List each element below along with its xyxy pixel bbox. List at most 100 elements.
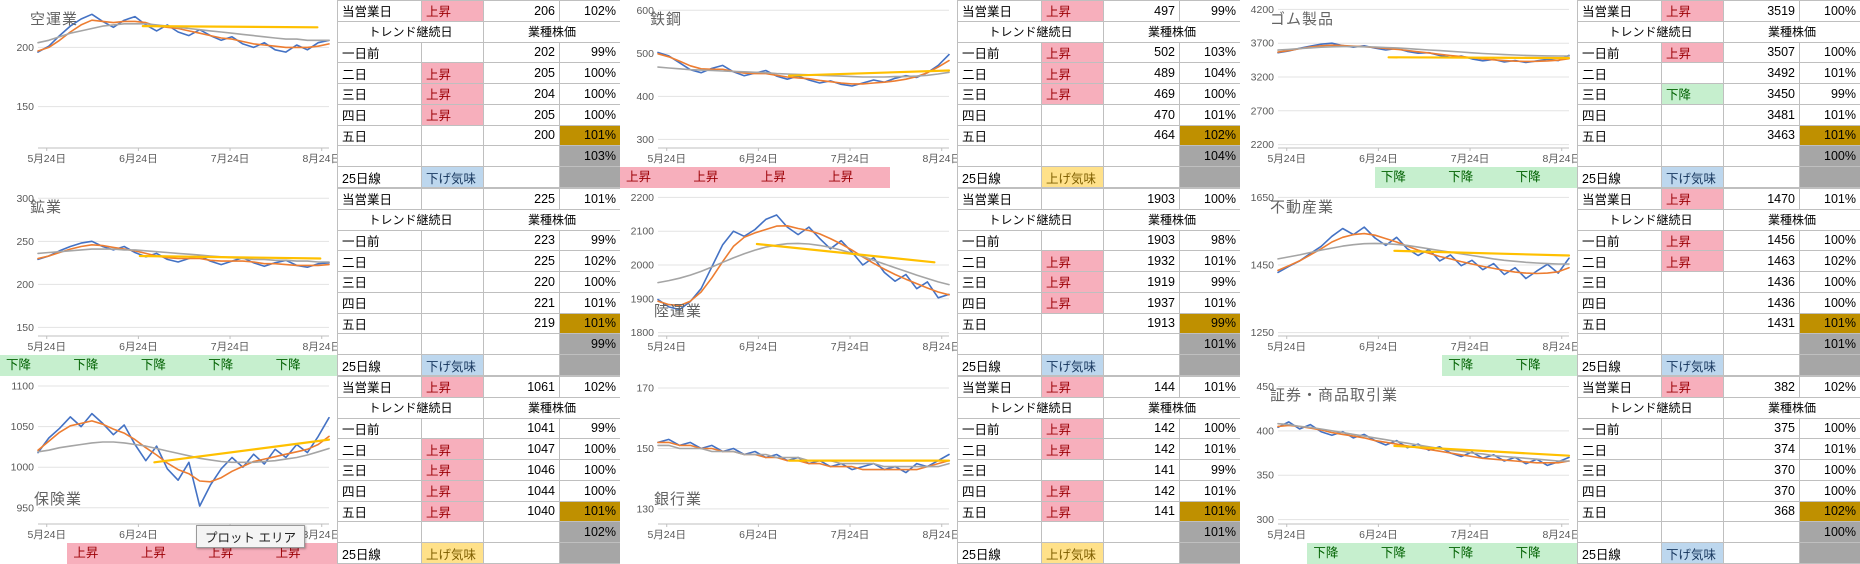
day-pct[interactable]: 101% (1179, 500, 1241, 523)
day-label[interactable]: 一日前 (957, 41, 1042, 64)
ma-spacer-badge[interactable] (1661, 521, 1724, 544)
day-badge[interactable] (421, 41, 484, 64)
day-pct[interactable]: 102% (1799, 500, 1860, 523)
day-badge[interactable] (1661, 271, 1724, 293)
day-label[interactable]: 三日 (957, 83, 1042, 105)
day-badge[interactable]: 上昇 (1041, 500, 1104, 523)
day-label[interactable]: 四日 (337, 479, 422, 502)
current-day-value[interactable]: 1061 (483, 376, 560, 398)
current-day-value[interactable]: 1903 (1103, 188, 1180, 210)
day-label[interactable]: 三日 (1577, 83, 1662, 105)
day-label[interactable]: 二日 (337, 62, 422, 85)
ma-pct[interactable]: 103% (559, 145, 621, 168)
day-value[interactable]: 502 (1103, 41, 1180, 64)
ma-label[interactable]: 25日線 (1577, 166, 1662, 188)
day-pct[interactable]: 100% (1799, 271, 1860, 293)
day-value[interactable]: 142 (1103, 417, 1180, 440)
day-label[interactable]: 二日 (337, 438, 422, 461)
ma-spacer-badge[interactable] (421, 333, 484, 356)
day-pct[interactable]: 101% (1179, 291, 1241, 314)
current-day-label[interactable]: 当営業日 (1577, 188, 1662, 210)
current-day-label[interactable]: 当営業日 (957, 0, 1042, 22)
day-pct[interactable]: 101% (1799, 438, 1860, 461)
day-pct[interactable]: 102% (1179, 124, 1241, 147)
trend-cell[interactable]: 上昇 (134, 543, 203, 564)
day-value[interactable]: 1041 (483, 417, 560, 440)
day-pct[interactable]: 100% (559, 103, 621, 126)
current-day-label[interactable]: 当営業日 (337, 188, 422, 210)
day-pct[interactable]: 101% (1799, 62, 1860, 85)
current-day-badge[interactable] (421, 188, 484, 210)
day-label[interactable]: 四日 (337, 103, 422, 126)
trend-cell[interactable]: 下降 (1374, 543, 1443, 564)
day-value[interactable]: 202 (483, 41, 560, 64)
ma-value-blank[interactable] (1723, 542, 1800, 564)
day-value[interactable]: 470 (1103, 103, 1180, 126)
day-value[interactable]: 3463 (1723, 124, 1800, 147)
day-pct[interactable]: 100% (1799, 417, 1860, 440)
trend-cell[interactable]: 上昇 (620, 167, 688, 188)
ma-badge[interactable]: 上げ気味 (1041, 166, 1104, 188)
trend-cell[interactable]: 上昇 (687, 167, 755, 188)
day-pct[interactable]: 100% (1179, 417, 1241, 440)
day-value[interactable]: 3507 (1723, 41, 1800, 64)
current-day-value[interactable]: 1470 (1723, 188, 1800, 210)
day-label[interactable]: 二日 (1577, 438, 1662, 461)
current-day-badge[interactable]: 上昇 (1661, 376, 1724, 398)
day-badge[interactable] (1661, 312, 1724, 335)
ma-spacer-badge[interactable] (1041, 145, 1104, 168)
day-pct[interactable]: 99% (559, 229, 621, 252)
trend-cell[interactable]: 下降 (134, 355, 203, 376)
day-label[interactable]: 五日 (957, 124, 1042, 147)
day-pct[interactable]: 100% (559, 83, 621, 105)
current-day-pct[interactable]: 100% (1799, 0, 1860, 22)
day-label[interactable]: 三日 (337, 271, 422, 293)
day-pct[interactable]: 101% (559, 312, 621, 335)
day-label[interactable]: 二日 (337, 250, 422, 273)
day-pct[interactable]: 100% (559, 271, 621, 293)
current-day-badge[interactable]: 上昇 (1041, 376, 1104, 398)
day-value[interactable]: 464 (1103, 124, 1180, 147)
day-badge[interactable] (421, 229, 484, 252)
day-pct[interactable]: 99% (1179, 312, 1241, 335)
current-day-pct[interactable]: 102% (1799, 376, 1860, 398)
day-label[interactable]: 一日前 (1577, 41, 1662, 64)
day-badge[interactable]: 上昇 (1041, 417, 1104, 440)
day-label[interactable]: 五日 (957, 500, 1042, 523)
ma-pct-blank[interactable] (559, 542, 621, 564)
ma-label[interactable]: 25日線 (337, 542, 422, 564)
day-value[interactable]: 141 (1103, 500, 1180, 523)
day-badge[interactable] (1661, 62, 1724, 85)
day-label[interactable]: 四日 (1577, 103, 1662, 126)
ma-badge[interactable]: 下げ気味 (421, 166, 484, 188)
trend-cell[interactable]: 下降 (67, 355, 135, 376)
day-value[interactable]: 1937 (1103, 291, 1180, 314)
day-value[interactable]: 1046 (483, 459, 560, 481)
day-badge[interactable]: 上昇 (1041, 41, 1104, 64)
ma-spacer-value[interactable] (1103, 521, 1180, 544)
day-pct[interactable]: 101% (1799, 124, 1860, 147)
day-label[interactable]: 四日 (337, 291, 422, 314)
day-label[interactable]: 一日前 (1577, 417, 1662, 440)
day-label[interactable]: 一日前 (337, 417, 422, 440)
day-badge[interactable] (1041, 312, 1104, 335)
day-value[interactable]: 1932 (1103, 250, 1180, 273)
day-label[interactable]: 五日 (957, 312, 1042, 335)
day-badge[interactable] (421, 312, 484, 335)
day-badge[interactable]: 上昇 (421, 438, 484, 461)
day-label[interactable]: 五日 (1577, 124, 1662, 147)
ma-spacer-label[interactable] (1577, 521, 1662, 544)
day-pct[interactable]: 101% (1179, 250, 1241, 273)
day-label[interactable]: 三日 (337, 83, 422, 105)
current-day-pct[interactable]: 102% (559, 0, 621, 22)
day-value[interactable]: 223 (483, 229, 560, 252)
day-label[interactable]: 四日 (957, 291, 1042, 314)
ma-badge[interactable]: 下げ気味 (421, 354, 484, 376)
day-badge[interactable] (1661, 291, 1724, 314)
ma-pct-blank[interactable] (1799, 354, 1860, 376)
day-label[interactable]: 四日 (957, 479, 1042, 502)
ma-spacer-label[interactable] (337, 145, 422, 168)
day-value[interactable]: 1047 (483, 438, 560, 461)
ma-spacer-label[interactable] (1577, 145, 1662, 168)
day-badge[interactable] (1661, 124, 1724, 147)
